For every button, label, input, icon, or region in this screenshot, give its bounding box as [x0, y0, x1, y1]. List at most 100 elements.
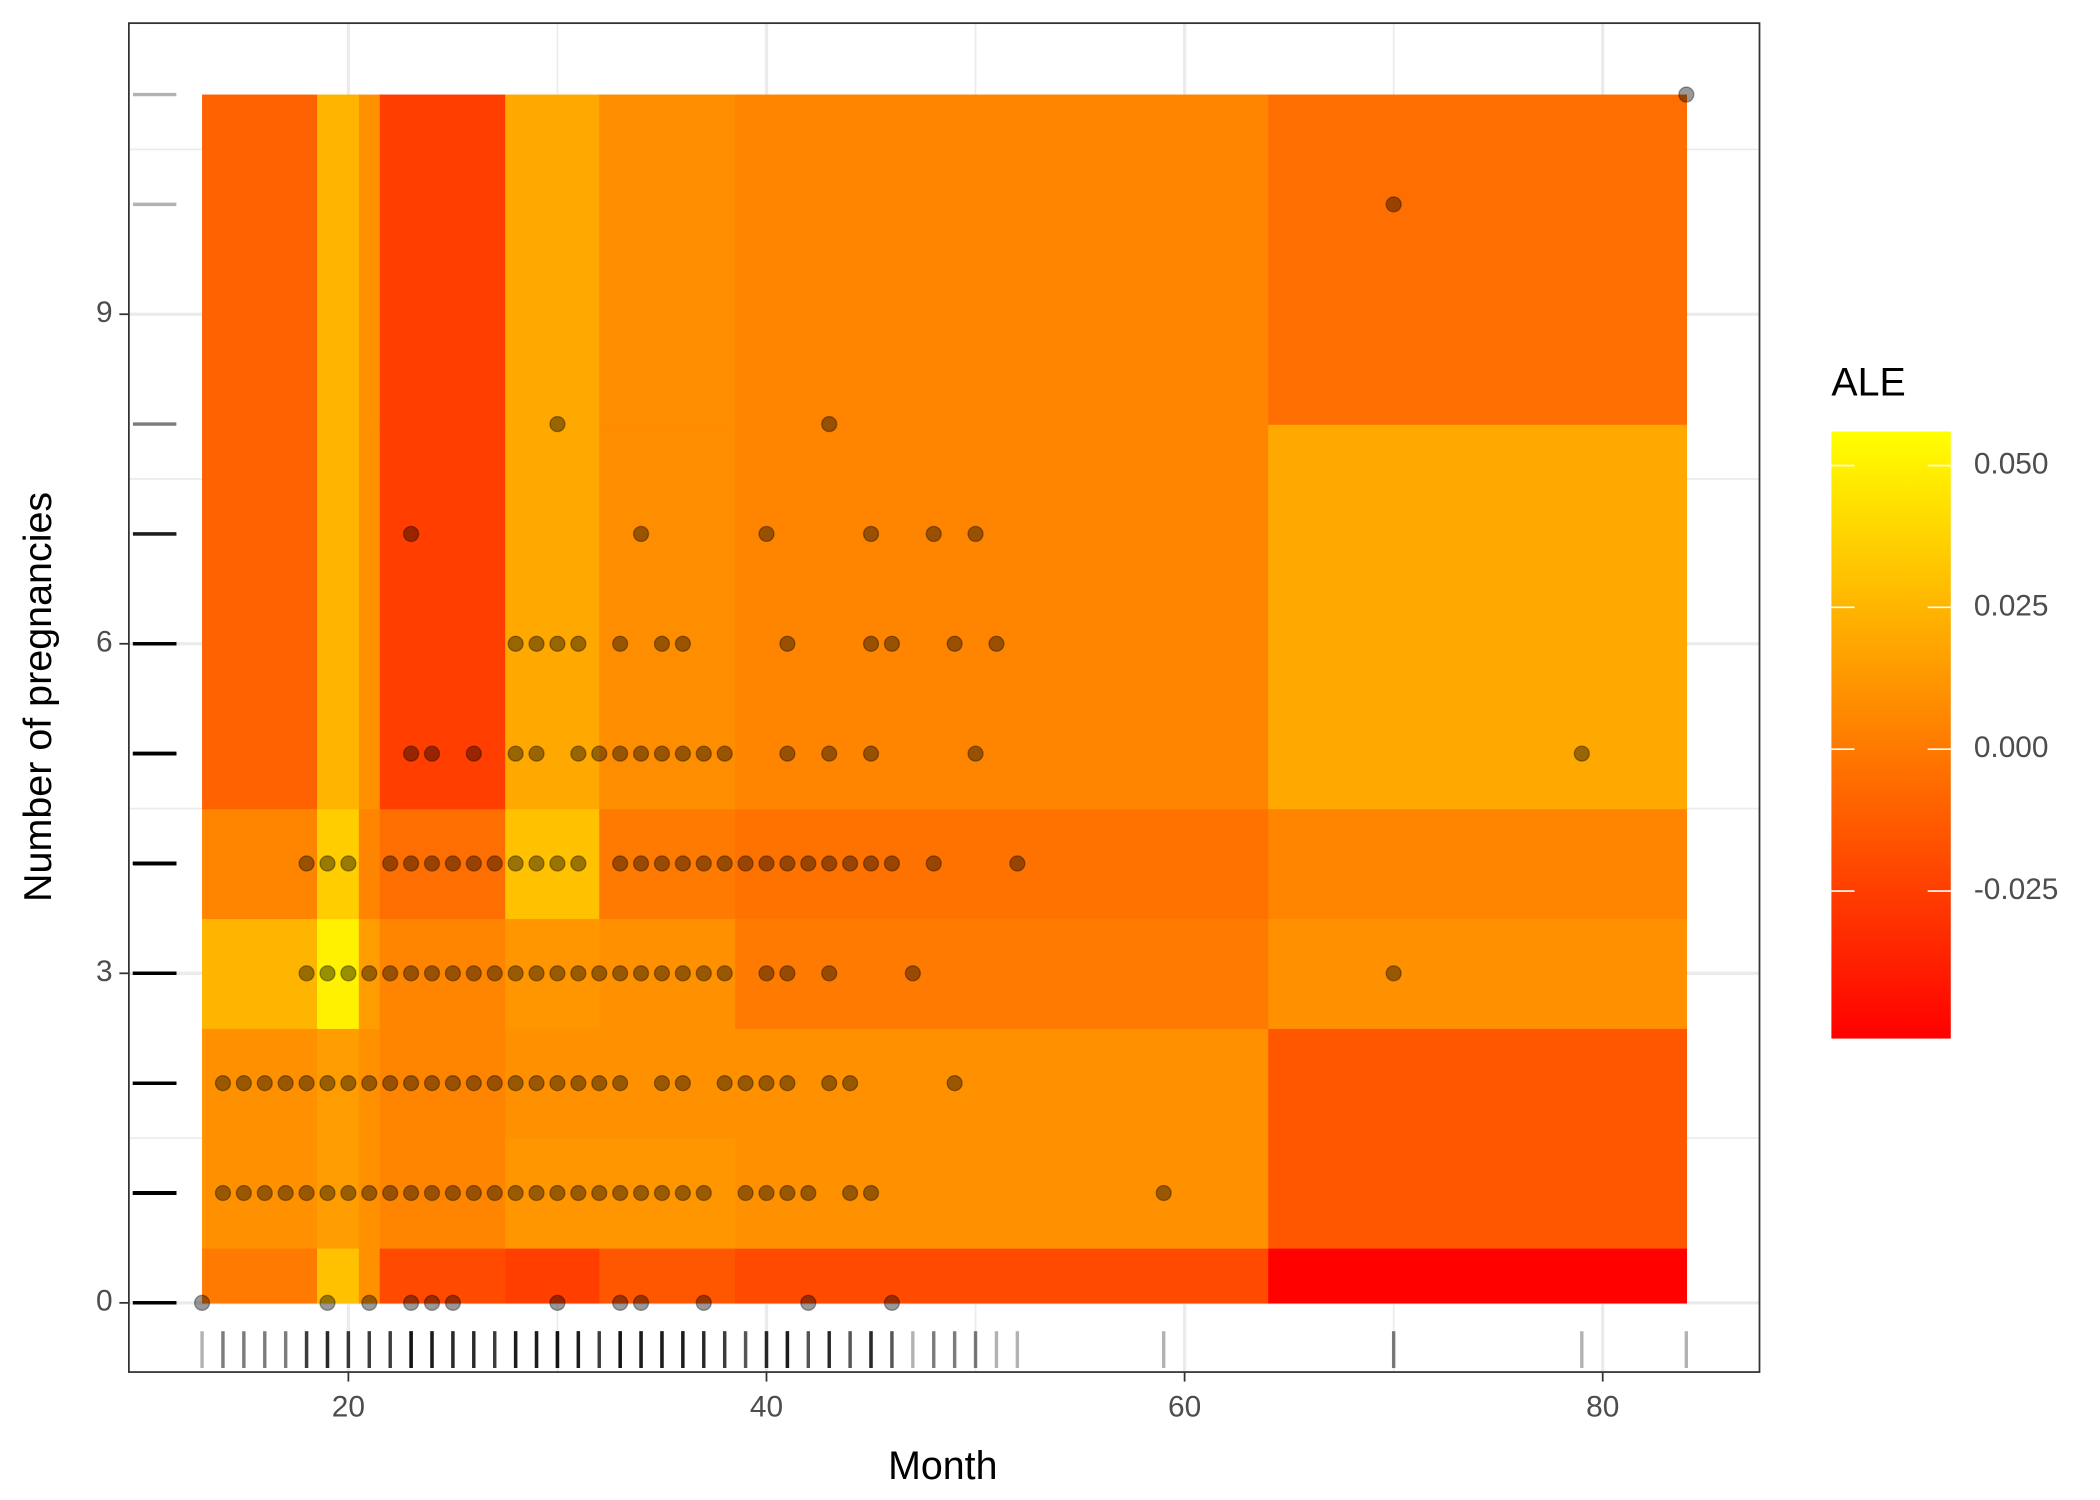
data-point: [549, 1294, 566, 1312]
data-point: [382, 1074, 399, 1092]
heatmap-cell: [379, 808, 506, 920]
data-point: [486, 855, 503, 872]
heatmap-cell: [599, 808, 736, 920]
data-point: [507, 965, 524, 982]
data-point: [612, 965, 629, 982]
data-point: [883, 635, 901, 652]
data-point: [235, 1074, 252, 1092]
data-point: [528, 965, 545, 982]
data-point: [716, 855, 733, 872]
data-point: [444, 855, 462, 872]
heatmap-cell: [358, 808, 381, 920]
y-tick-label: 6: [96, 626, 113, 659]
heatmap-cell: [735, 1247, 1269, 1304]
data-point: [821, 855, 838, 872]
data-point: [382, 965, 399, 982]
data-point: [298, 855, 315, 872]
heatmap-cell: [358, 94, 381, 425]
data-point: [486, 1184, 503, 1202]
data-point: [946, 635, 963, 652]
data-point: [695, 965, 712, 982]
data-point: [507, 1184, 524, 1202]
heatmap-cell: [1268, 1247, 1688, 1304]
data-point: [256, 1184, 273, 1202]
heatmap-cell: [599, 1138, 736, 1249]
data-point: [716, 1074, 733, 1092]
data-point: [214, 1184, 232, 1202]
data-point: [946, 1074, 963, 1092]
colorbar-tick-label: -0.025: [1974, 873, 2059, 906]
heatmap-cell: [1268, 918, 1688, 1029]
data-point: [674, 965, 692, 982]
data-point: [402, 525, 420, 543]
y-tick-label: 0: [96, 1285, 113, 1318]
data-point: [904, 965, 921, 982]
heatmap-cell: [358, 1028, 381, 1139]
data-point: [423, 965, 441, 982]
heatmap-cell: [317, 918, 360, 1029]
data-point: [612, 855, 629, 872]
x-tick-label: 80: [1586, 1391, 1619, 1424]
data-point: [319, 1294, 336, 1312]
data-point: [612, 635, 629, 652]
data-point: [298, 965, 315, 982]
data-point: [507, 855, 524, 872]
data-point: [862, 525, 880, 543]
heatmap-cell: [317, 1028, 360, 1139]
heatmap-cell: [358, 1247, 381, 1304]
data-point: [632, 745, 650, 762]
heatmap-cell: [1268, 1028, 1688, 1139]
heatmap-cell: [358, 918, 381, 1029]
heatmap-cell: [379, 424, 506, 810]
legend-title: ALE: [1831, 361, 1905, 405]
heatmap-cell: [317, 808, 360, 920]
panel-border: [127, 22, 1761, 1373]
data-point: [465, 965, 482, 982]
data-point: [319, 855, 336, 872]
data-point: [1385, 196, 1402, 213]
heatmap-cell: [358, 1138, 381, 1249]
heatmap-cell: [505, 94, 600, 425]
data-point: [277, 1184, 294, 1202]
data-point: [632, 965, 650, 982]
data-point: [319, 1074, 336, 1092]
data-point: [841, 1184, 859, 1202]
data-point: [423, 745, 441, 762]
heatmap-cell: [599, 1247, 736, 1304]
heatmap-cell: [202, 1247, 318, 1304]
data-point: [340, 1074, 357, 1092]
data-point: [528, 635, 545, 652]
data-point: [570, 1074, 587, 1092]
data-point: [800, 855, 817, 872]
data-point: [528, 1184, 545, 1202]
data-point: [382, 855, 399, 872]
data-point: [402, 855, 420, 872]
heatmap-cell: [202, 1028, 318, 1139]
data-point: [653, 965, 671, 982]
data-point: [591, 745, 608, 762]
colorbar-tick-label: 0.050: [1974, 447, 2049, 480]
x-axis-title: Month: [888, 1444, 997, 1488]
data-point: [758, 855, 775, 872]
data-point: [716, 965, 733, 982]
data-point: [1573, 745, 1590, 762]
data-point: [737, 1184, 754, 1202]
heatmap-cell: [317, 1247, 360, 1304]
data-point: [465, 745, 482, 762]
heatmap-cell: [317, 94, 360, 425]
y-axis-title: Number of pregnancies: [16, 492, 60, 902]
data-point: [1385, 965, 1402, 982]
x-tick-label: 20: [332, 1391, 365, 1424]
heatmap-cell: [599, 1028, 736, 1139]
data-point: [779, 965, 796, 982]
data-point: [967, 745, 984, 762]
data-point: [800, 1294, 817, 1312]
data-point: [612, 1074, 629, 1092]
data-point: [298, 1184, 315, 1202]
data-point: [402, 965, 420, 982]
heatmap-cell: [317, 1138, 360, 1249]
data-point: [423, 1184, 441, 1202]
data-point: [444, 965, 462, 982]
data-point: [737, 855, 754, 872]
heatmap-cell: [317, 424, 360, 810]
